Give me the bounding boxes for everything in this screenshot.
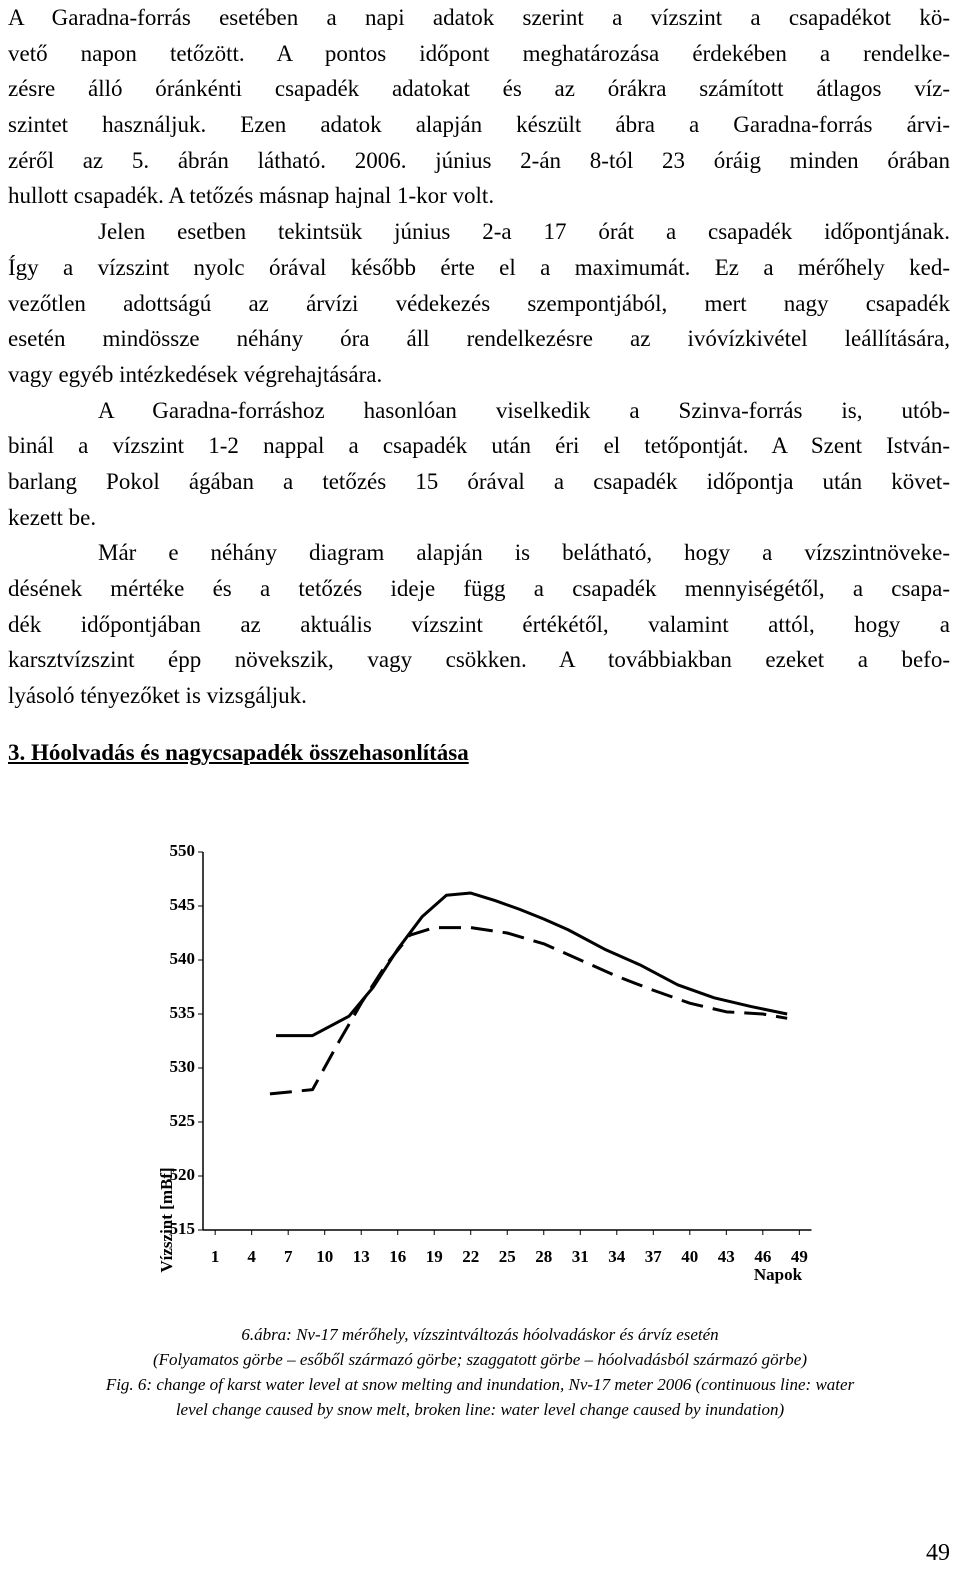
- x-tick-label: 37: [645, 1247, 663, 1266]
- y-tick-label: 515: [170, 1219, 196, 1238]
- x-tick-label: 40: [681, 1247, 698, 1266]
- x-tick-label: 43: [718, 1247, 735, 1266]
- chart: 515 520 525 530 535 540 545 550 1 4 7 10 13 16 19 22 25 2…: [157, 841, 812, 1284]
- x-tick-label: 16: [389, 1247, 406, 1266]
- x-tick-label: 49: [791, 1247, 808, 1266]
- paragraph: A Garadna-forrás esetében a napi adatok …: [8, 0, 950, 214]
- y-tick-label: 540: [170, 949, 196, 968]
- x-tick-label: 46: [754, 1247, 771, 1266]
- y-axis-label: Vízszint [mBf]: [157, 1167, 176, 1272]
- y-tick-label: 530: [170, 1057, 196, 1076]
- text-line: A Garadna-forrás esetében a napi adatok …: [8, 5, 950, 30]
- text-line: vető napon tetőzött. A pontos időpont me…: [8, 40, 950, 66]
- section-heading: 3. Hóolvadás és nagycsapadék összehasonl…: [8, 740, 469, 765]
- text-line: Már e néhány diagram alapján is beláthat…: [98, 540, 950, 566]
- data-line: [276, 891, 788, 1038]
- text-line: vezőtlen adottságú az árvízi védekezés s…: [8, 290, 950, 316]
- text-line: hullott csapadék. A tetőzés másnap hajna…: [8, 183, 495, 209]
- x-tick-label: 10: [316, 1247, 333, 1266]
- text-line: esetén mindössze néhány óra áll rendelke…: [8, 326, 950, 352]
- paragraph: Már e néhány diagram alapján is beláthat…: [8, 535, 950, 713]
- y-tick-label: 520: [170, 1165, 196, 1184]
- text-line: A Garadna-forráshoz hasonlóan viselkedik…: [98, 397, 950, 423]
- text-line: désének mértéke és a tetőzés ideje függ …: [8, 576, 950, 601]
- caption-line: (Folyamatos görbe – esőből származó görb…: [152, 1350, 808, 1369]
- x-tick-label: 31: [572, 1247, 589, 1266]
- body-text: A Garadna-forrás esetében a napi adatok …: [8, 0, 950, 714]
- paragraph: A Garadna-forráshoz hasonlóan viselkedik…: [8, 393, 950, 536]
- x-tick-label: 7: [284, 1247, 293, 1266]
- text-line: kezett be.: [8, 504, 97, 530]
- caption-line: Fig. 6: change of karst water level at s…: [105, 1375, 855, 1394]
- x-tick-label: 28: [535, 1247, 552, 1266]
- x-axis-label: Napok: [754, 1265, 803, 1284]
- text-line: zésre álló óránkénti csapadék adatokat é…: [8, 76, 950, 102]
- text-line: zéről az 5. ábrán látható. 2006. június …: [8, 147, 950, 173]
- x-tick-label: 4: [247, 1247, 256, 1266]
- y-tick-label: 545: [170, 895, 196, 914]
- text-line: Jelen esetben tekintsük június 2-a 17 ór…: [98, 219, 950, 245]
- text-line: lyásoló tényezőket is vizsgáljuk.: [8, 683, 307, 709]
- caption-line: 6.ábra: Nv-17 mérőhely, vízszintváltozás…: [241, 1325, 719, 1344]
- y-tick-label: 525: [170, 1111, 196, 1130]
- y-tick-label: 550: [170, 841, 196, 860]
- caption-line: level change caused by snow melt, broken…: [175, 1400, 785, 1419]
- data-line: [269, 926, 788, 1096]
- text-line: dék időpontjában az aktuális vízszint ér…: [8, 611, 950, 637]
- text-line: szintet használjuk. Ezen adatok alapján …: [8, 112, 950, 138]
- text-line: karsztvízszint épp növekszik, vagy csökk…: [8, 647, 950, 673]
- page-number: 49: [926, 1540, 950, 1566]
- x-tick-label: 25: [499, 1247, 516, 1266]
- text-line: Így a vízszint nyolc órával később érte …: [8, 254, 950, 280]
- paragraph: Jelen esetben tekintsük június 2-a 17 ór…: [8, 214, 950, 392]
- x-tick-label: 22: [462, 1247, 479, 1266]
- text-line: vagy egyéb intézkedések végrehajtására.: [8, 361, 383, 387]
- y-tick-label: 535: [170, 1003, 196, 1022]
- text-line: binál a vízszint 1-2 nappal a csapadék u…: [8, 433, 950, 459]
- x-tick-label: 13: [353, 1247, 370, 1266]
- x-tick-label: 34: [608, 1247, 626, 1266]
- x-tick-label: 1: [211, 1247, 220, 1266]
- text-line: barlang Pokol ágában a tetőzés 15 órával…: [8, 468, 950, 494]
- x-tick-label: 19: [426, 1247, 443, 1266]
